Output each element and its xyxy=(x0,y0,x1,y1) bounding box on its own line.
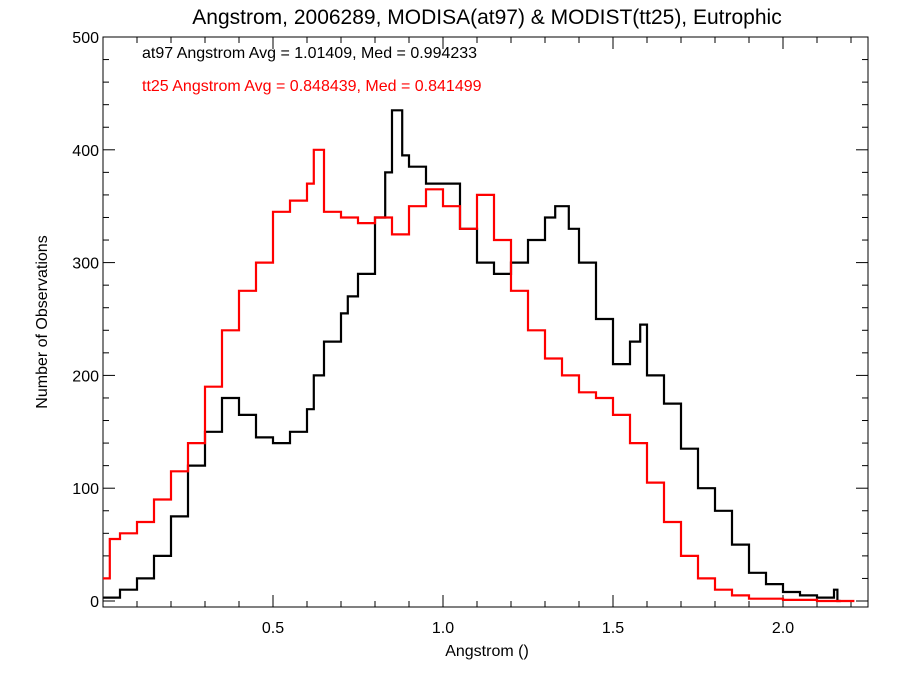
annotation-1: tt25 Angstrom Avg = 0.848439, Med = 0.84… xyxy=(142,78,482,95)
x-tick-label: 0.5 xyxy=(262,620,284,637)
x-tick-label: 1.0 xyxy=(432,620,454,637)
x-tick-label: 1.5 xyxy=(602,620,624,637)
series-line-1 xyxy=(103,148,855,603)
annotations: at97 Angstrom Avg = 1.01409, Med = 0.994… xyxy=(142,45,482,95)
plot-area: 0 100 200 300 400 500 0.5 1.0 1.5 2.0 xyxy=(72,30,869,637)
y-tick-label: 100 xyxy=(72,481,99,498)
annotation-0: at97 Angstrom Avg = 1.01409, Med = 0.994… xyxy=(142,45,477,62)
y-tick-label: 400 xyxy=(72,143,99,160)
y-tick-label: 500 xyxy=(72,30,99,47)
y-axis-label: Number of Observations xyxy=(34,235,51,408)
y-tick-label: 0 xyxy=(90,594,99,611)
chart-title: Angstrom, 2006289, MODISA(at97) & MODIST… xyxy=(192,6,781,29)
y-tick-label: 200 xyxy=(72,368,99,385)
x-tick-label: 2.0 xyxy=(772,620,794,637)
y-tick-label: 300 xyxy=(72,256,99,273)
x-axis-label: Angstrom () xyxy=(445,643,529,660)
plot-frame xyxy=(102,36,869,608)
series-line-0 xyxy=(103,109,841,603)
